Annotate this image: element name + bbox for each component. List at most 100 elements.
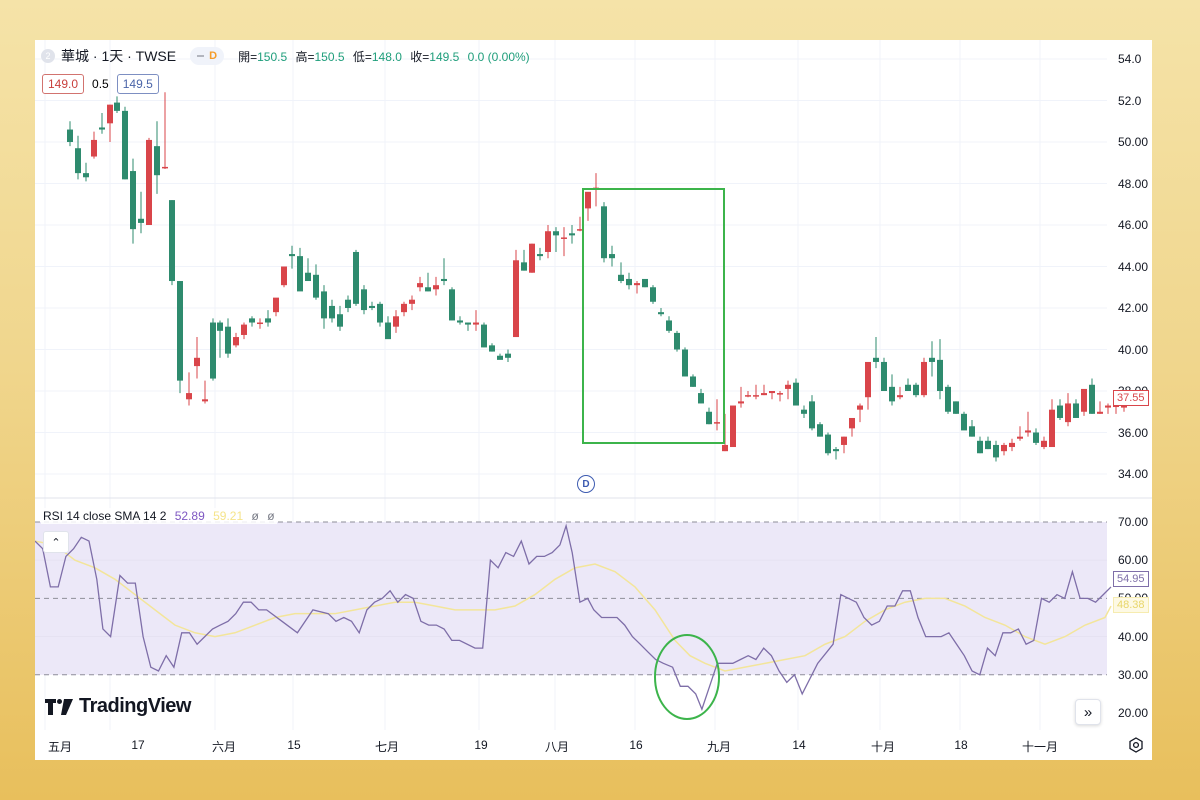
rsi-axis-label: 60.00	[1118, 553, 1149, 568]
tradingview-logo[interactable]: TradingView	[45, 695, 191, 718]
buy-button[interactable]: 149.5	[116, 74, 159, 94]
time-axis-label: 十一月	[1021, 740, 1059, 754]
candle-body	[194, 357, 200, 367]
dividend-marker[interactable]: D	[577, 475, 595, 493]
candle-body	[122, 110, 128, 180]
candle-body	[1049, 409, 1055, 448]
candle-body	[889, 386, 895, 402]
candle-body	[361, 289, 367, 311]
candle-body	[249, 318, 255, 323]
price-axis-label: 42.00	[1118, 301, 1149, 315]
time-axis-label: 五月	[47, 740, 73, 754]
candle-body	[289, 254, 295, 257]
candle-body	[433, 285, 439, 290]
candle-body	[75, 148, 81, 174]
candle-body	[881, 361, 887, 391]
candle-body	[345, 299, 351, 308]
candle-body	[897, 395, 903, 398]
candle-body	[497, 355, 503, 360]
price-axis-label: 40.00	[1118, 342, 1149, 357]
open-label: 開=	[238, 49, 258, 64]
rsi-sma-line	[35, 540, 1112, 672]
candle-body	[130, 171, 136, 230]
tradingview-logo-text: TradingView	[79, 695, 191, 717]
candle-body	[905, 384, 911, 391]
candle-body	[937, 359, 943, 391]
time-axis-label: 18	[954, 738, 968, 752]
interval-pill[interactable]: D	[190, 47, 225, 65]
candle-body	[1081, 388, 1087, 412]
rsi-legend-empty-2: ø	[267, 509, 275, 523]
candle-body	[210, 322, 216, 379]
candle-body	[777, 393, 783, 395]
candle-body	[666, 320, 672, 331]
time-axis-label: 17	[131, 738, 145, 752]
rsi-legend-empty-1: ø	[251, 509, 259, 523]
candle-body	[449, 289, 455, 321]
chart-canvas[interactable]	[35, 40, 1152, 760]
scroll-to-realtime-button[interactable]: »	[1075, 699, 1101, 725]
candle-body	[1009, 442, 1015, 448]
rsi-axis-label: 30.00	[1118, 667, 1149, 682]
minus-icon	[197, 55, 205, 57]
candle-body	[313, 274, 319, 298]
candle-body	[273, 297, 279, 313]
candle-body	[761, 393, 767, 396]
rsi-line	[35, 523, 1112, 712]
candle-body	[521, 262, 527, 271]
collapse-pane-button[interactable]: ⌃	[43, 531, 69, 553]
candle-body	[618, 274, 624, 282]
sell-button[interactable]: 149.0	[42, 74, 85, 94]
time-axis-label: 八月	[544, 740, 570, 754]
candle-body	[401, 303, 407, 313]
candle-body	[377, 303, 383, 323]
highlight-box	[582, 188, 725, 444]
candle-body	[698, 393, 704, 404]
candle-body	[857, 405, 863, 410]
time-axis-label: 19	[474, 738, 488, 752]
symbol-title[interactable]: 華城 · 1天 · TWSE	[61, 48, 177, 64]
candle-body	[409, 299, 415, 304]
candle-body	[321, 291, 327, 319]
candle-body	[1105, 405, 1111, 408]
candle-body	[83, 173, 89, 178]
candle-body	[202, 399, 208, 402]
candle-body	[154, 146, 160, 176]
candle-body	[465, 322, 471, 325]
rsi-legend: RSI 14 close SMA 14 2 52.89 59.21 ø ø	[41, 508, 277, 524]
ohlc-values: 開=150.5 高=150.5 低=148.0 收=149.5 0.0 (0.0…	[238, 48, 535, 65]
candle-body	[481, 324, 487, 348]
chart-frame: 2 華城 · 1天 · TWSE D 開=150.5 高=150.5 低=148…	[35, 40, 1152, 760]
candle-body	[529, 243, 535, 273]
candle-body	[457, 320, 463, 323]
time-axis-label: 六月	[211, 740, 237, 754]
change-value: 0.0 (0.00%)	[467, 49, 530, 64]
candle-body	[801, 409, 807, 414]
bid-ask-row: 149.0 0.5 149.5	[42, 74, 159, 94]
candle-body	[265, 318, 271, 323]
rsi-legend-label[interactable]: RSI 14 close SMA 14 2	[43, 509, 167, 523]
candle-body	[650, 287, 656, 302]
candle-body	[945, 386, 951, 412]
candle-body	[114, 102, 120, 111]
candle-body	[1065, 403, 1071, 423]
candle-body	[337, 314, 343, 327]
candle-body	[577, 229, 583, 231]
double-chevron-right-icon: »	[1083, 703, 1093, 721]
candle-body	[505, 353, 511, 358]
settings-icon[interactable]	[1128, 737, 1144, 753]
rsi-legend-sma-value: 59.21	[213, 509, 244, 523]
candle-body	[241, 324, 247, 335]
candle-body	[1073, 403, 1079, 418]
candle-body	[913, 384, 919, 396]
candle-body	[217, 322, 223, 331]
candle-body	[393, 316, 399, 327]
candle-body	[825, 434, 831, 454]
candle-body	[169, 200, 175, 282]
open-value: 150.5	[257, 49, 288, 64]
sma-value-tag: 48.38	[1113, 597, 1149, 613]
candle-body	[929, 357, 935, 362]
spread-value: 0.5	[92, 77, 109, 91]
candle-body	[473, 322, 479, 325]
candle-body	[353, 251, 359, 304]
